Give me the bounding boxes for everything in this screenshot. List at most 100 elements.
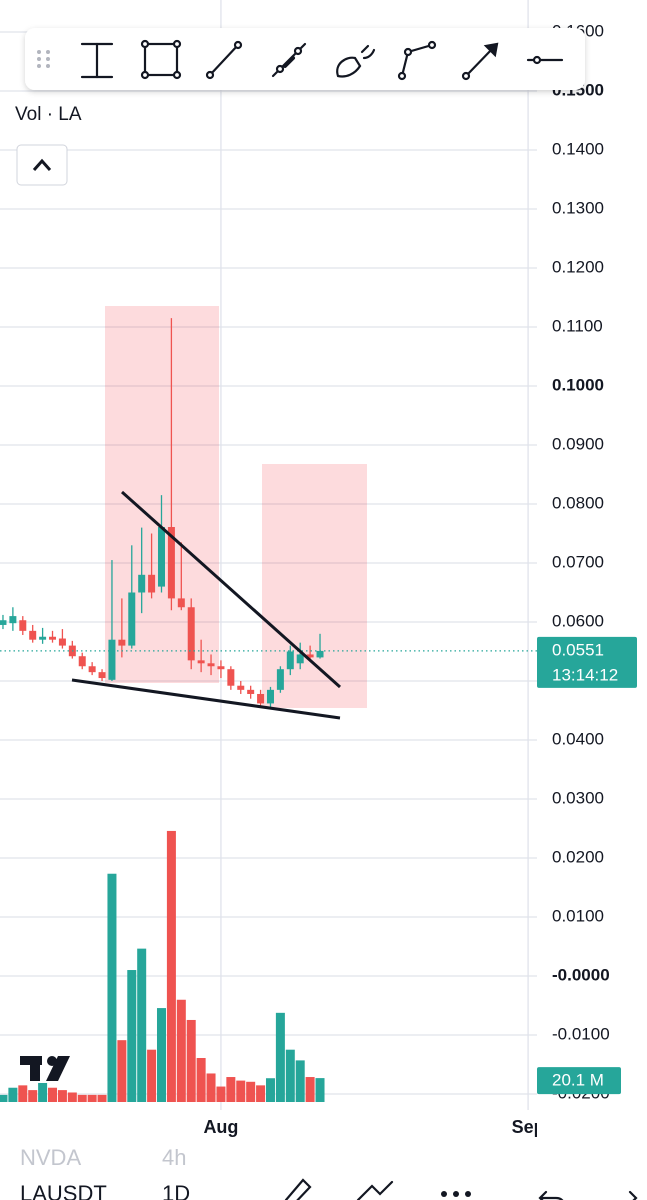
measure-tool[interactable] [80, 42, 114, 79]
volume-bar [226, 1077, 236, 1102]
y-tick-label: 0.0800 [552, 493, 604, 512]
trend-line[interactable] [120, 490, 342, 689]
parallel-tool[interactable] [271, 42, 307, 78]
drag-handle[interactable] [37, 50, 50, 68]
overlay: 0.0551 13:14:12 20.1 M [537, 636, 637, 1095]
candle-body [227, 669, 235, 686]
path-tool[interactable] [397, 40, 437, 81]
volume-bar [176, 999, 186, 1102]
volume-bar [67, 1092, 77, 1102]
volume-bar [117, 1040, 127, 1102]
y-tick-label: 0.0300 [552, 788, 604, 807]
candle-body [49, 636, 57, 640]
y-tick-label: 0.1100 [552, 316, 603, 335]
candle-body [98, 672, 106, 679]
recent-interval[interactable]: 4h [162, 1145, 186, 1170]
countdown: 13:14:12 [552, 665, 618, 684]
candle-body [286, 651, 294, 670]
candle-body [197, 660, 205, 664]
volume-bar [77, 1094, 87, 1102]
candle-body [108, 639, 116, 680]
volume-bar [275, 1012, 285, 1102]
y-tick-label: 0.1200 [552, 257, 604, 276]
volume-bar [97, 1094, 107, 1102]
y-tick-label: 0.0200 [552, 847, 604, 866]
volume-bar [196, 1058, 206, 1102]
candle-body [207, 663, 215, 667]
y-tick-label: 0.0400 [552, 729, 604, 748]
brush-tool[interactable] [336, 44, 376, 78]
candle-body [247, 689, 255, 694]
y-tick-label: 0.0100 [552, 906, 604, 925]
symbol[interactable]: LAUSDT [20, 1181, 107, 1200]
volume-bar [107, 873, 117, 1102]
volume-legend: Vol · LA [15, 104, 82, 125]
y-tick-label: 0.1000 [552, 375, 604, 394]
position-zone[interactable] [262, 464, 367, 708]
candle-body [167, 527, 175, 599]
redo-button[interactable] [628, 1190, 638, 1200]
last-price: 0.0551 [552, 640, 604, 659]
candle-body [148, 574, 156, 593]
candle-body [88, 666, 96, 673]
y-tick-label: -0.0100 [552, 1024, 610, 1043]
volume-bar [87, 1094, 97, 1102]
candle-body [58, 638, 66, 646]
volume-bar [246, 1081, 256, 1102]
candle-body [187, 607, 195, 661]
candle-body [78, 656, 86, 667]
volume-bar [28, 1090, 38, 1102]
price-axis: 0.16000.15000.14000.13000.12000.11000.10… [552, 21, 610, 1102]
toolbar-bg [25, 28, 585, 90]
candle-body [39, 636, 47, 640]
tv-logo [20, 1056, 70, 1081]
volume-bar [137, 948, 147, 1102]
interval[interactable]: 1D [162, 1181, 190, 1200]
candle-body [257, 693, 265, 704]
volume-bar [295, 1060, 305, 1102]
volume-bar [236, 1080, 246, 1102]
volume-bar [38, 1082, 48, 1102]
y-tick-label: 0.1400 [552, 139, 604, 158]
volume-bar [305, 1077, 315, 1102]
candle-body [128, 592, 136, 646]
volume-bar [0, 1094, 8, 1102]
volume-label: 20.1 M [552, 1071, 604, 1090]
volume-bar [57, 1090, 67, 1102]
more-button[interactable] [441, 1191, 471, 1197]
volume-bar [285, 1049, 295, 1102]
plot [0, 318, 537, 1102]
candle-body [0, 620, 7, 625]
volume-bar [206, 1073, 216, 1102]
volume-badge [537, 1067, 621, 1095]
trend-line-tool[interactable] [205, 40, 243, 80]
trend-lines [71, 490, 342, 720]
candle-body [306, 654, 314, 658]
volume-bar [166, 830, 176, 1102]
x-tick-label: Sep [512, 1117, 545, 1137]
indicators-button[interactable] [356, 1180, 394, 1200]
candle-body [276, 669, 284, 690]
volume-bar [48, 1087, 58, 1102]
draw-button[interactable] [284, 1178, 312, 1200]
y-tick-label: -0.0000 [552, 965, 610, 984]
candle-body [217, 666, 225, 670]
collapse-button[interactable] [16, 144, 68, 186]
volume-bar [186, 1019, 196, 1102]
rectangle-tool[interactable] [140, 39, 182, 80]
time-axis: Aug Sep [203, 1117, 545, 1137]
arrow-tool[interactable] [461, 42, 499, 81]
recent-symbol[interactable]: NVDA [20, 1145, 81, 1170]
volume-bar [216, 1086, 226, 1102]
trend-line[interactable] [71, 678, 341, 720]
volume-bar [8, 1087, 18, 1102]
horizontal-line-tool[interactable] [526, 55, 564, 65]
candle-body [237, 685, 245, 690]
candle-body [9, 616, 17, 624]
candle-body [19, 620, 27, 631]
y-tick-label: 0.0900 [552, 434, 604, 453]
volume-bar [147, 1049, 157, 1102]
y-tick-label: 0.0700 [552, 552, 604, 571]
candle-body [29, 630, 37, 640]
